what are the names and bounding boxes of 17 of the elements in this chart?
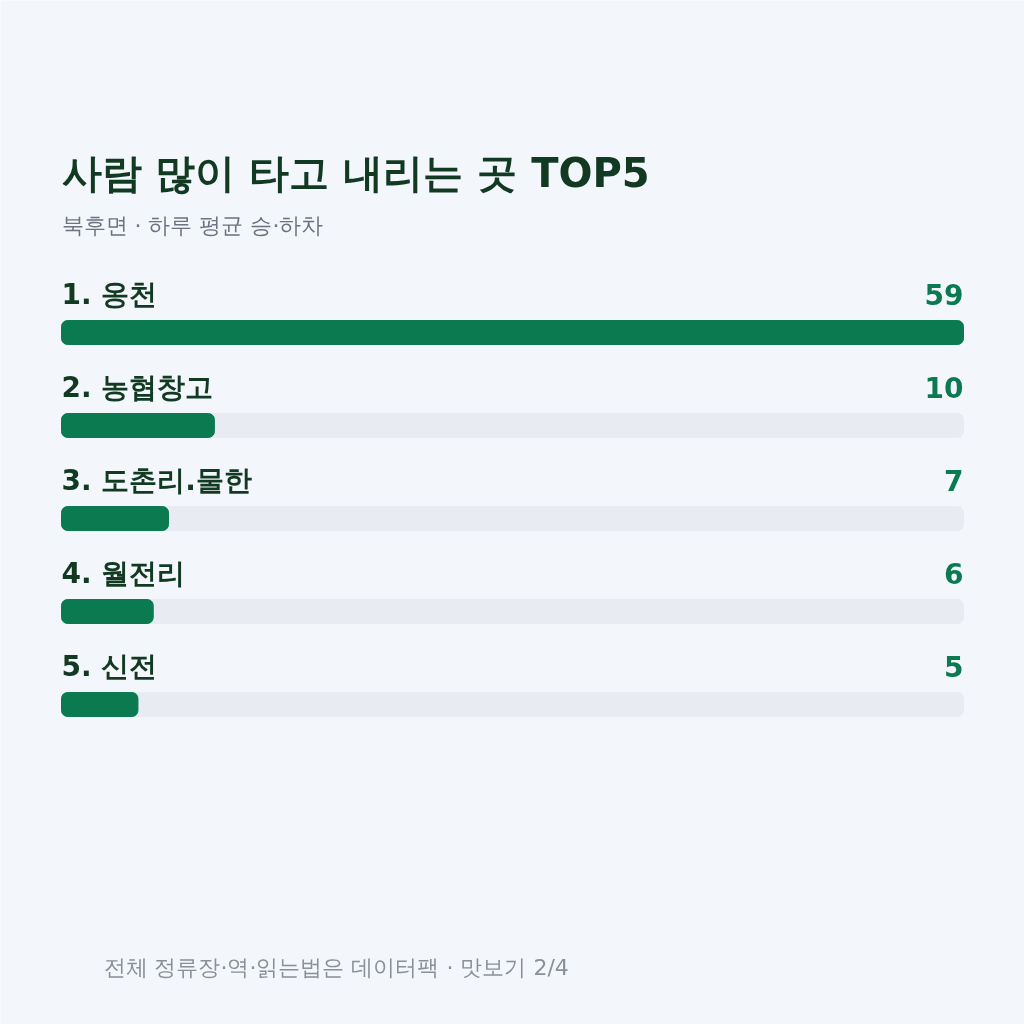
bar (61, 413, 215, 438)
bar (61, 506, 170, 531)
data-label: 7 (944, 465, 964, 498)
y-tick-label: 4. 월전리 (61, 557, 186, 590)
data-label: 10 (924, 372, 964, 405)
y-tick-label: 3. 도촌리.물한 (61, 464, 253, 497)
data-label: 5 (944, 651, 964, 684)
bar (61, 599, 154, 624)
y-tick-label: 5. 신전 (61, 650, 158, 683)
chart-subtitle: 북후면 · 하루 평균 승·하차 (61, 213, 324, 238)
chart-title: 사람 많이 타고 내리는 곳 TOP5 (61, 149, 650, 196)
y-tick-label: 1. 옹천 (61, 278, 158, 311)
data-label: 6 (944, 558, 964, 591)
y-tick-label: 2. 농협창고 (61, 371, 214, 404)
data-label: 59 (924, 279, 964, 312)
text: 전체 정류장·역·읽는법은 데이터팩 · 맛보기 2/4 (103, 955, 569, 980)
bar (61, 692, 139, 717)
